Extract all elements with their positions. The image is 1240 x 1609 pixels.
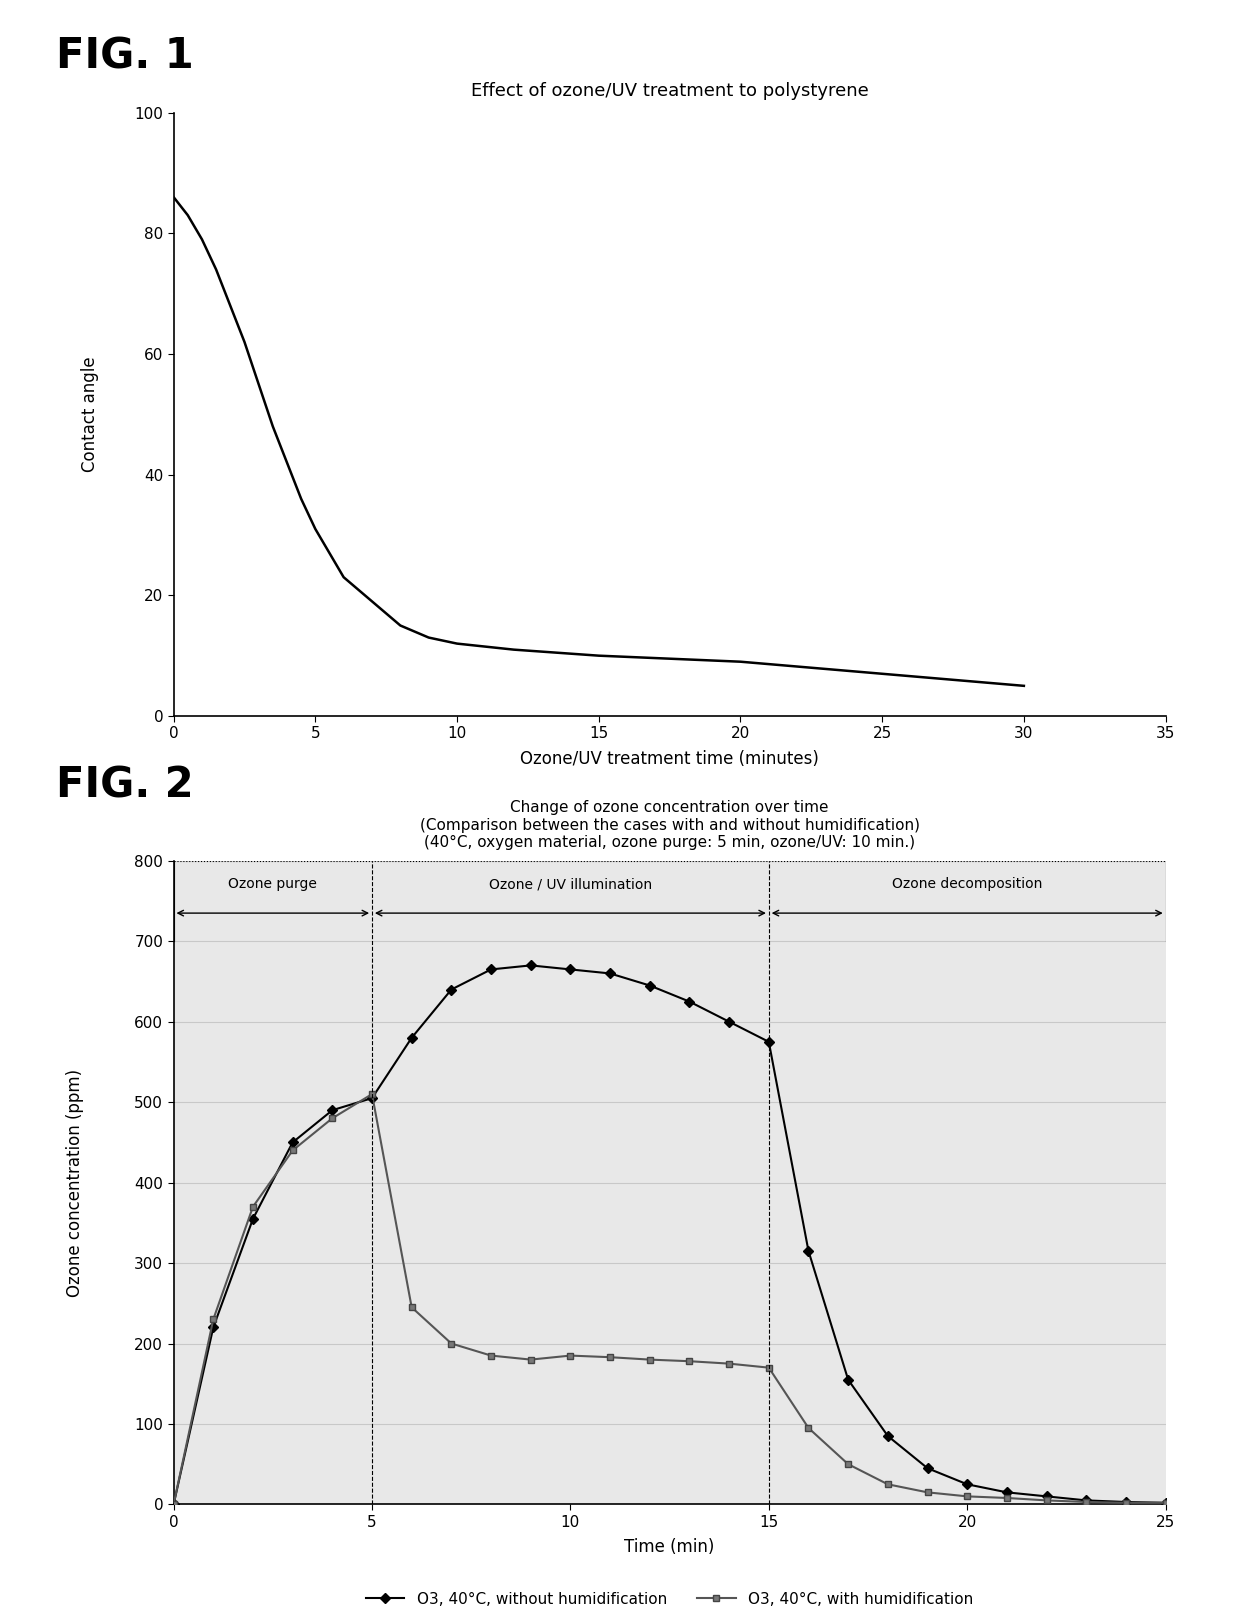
Title: Change of ozone concentration over time
(Comparison between the cases with and w: Change of ozone concentration over time … [419, 800, 920, 850]
Title: Effect of ozone/UV treatment to polystyrene: Effect of ozone/UV treatment to polystyr… [471, 82, 868, 100]
Text: FIG. 2: FIG. 2 [56, 764, 193, 806]
Y-axis label: Ozone concentration (ppm): Ozone concentration (ppm) [66, 1068, 84, 1297]
X-axis label: Ozone/UV treatment time (minutes): Ozone/UV treatment time (minutes) [520, 750, 820, 767]
X-axis label: Time (min): Time (min) [625, 1538, 714, 1556]
Text: Ozone decomposition: Ozone decomposition [892, 877, 1043, 891]
Legend: O3, 40°C, without humidification, O3, 40°C, with humidification: O3, 40°C, without humidification, O3, 40… [360, 1585, 980, 1609]
Y-axis label: Contact angle: Contact angle [81, 357, 99, 471]
Text: Ozone purge: Ozone purge [228, 877, 317, 891]
Text: FIG. 1: FIG. 1 [56, 35, 193, 77]
Text: Ozone / UV illumination: Ozone / UV illumination [489, 877, 652, 891]
